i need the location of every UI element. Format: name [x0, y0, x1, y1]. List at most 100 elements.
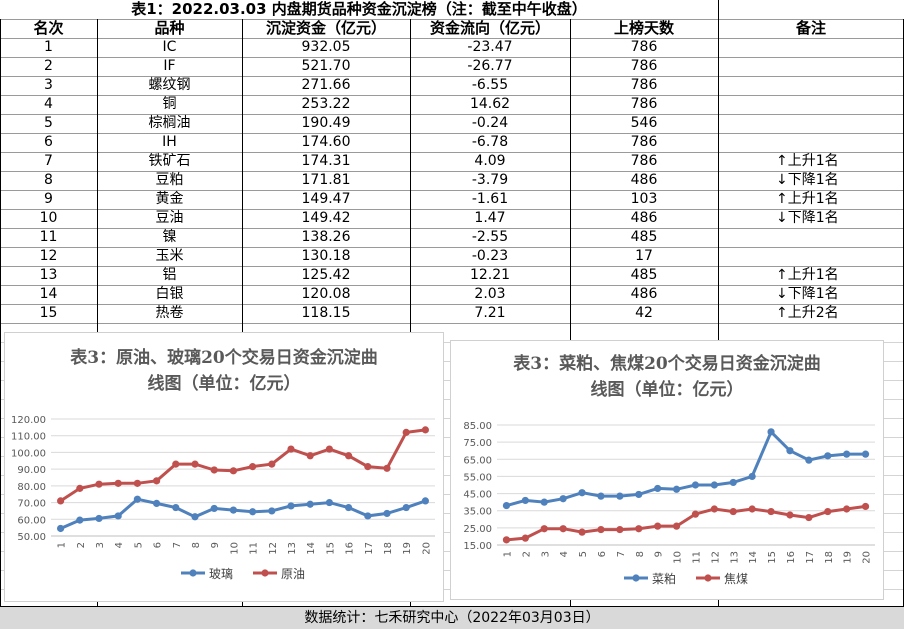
- x-tick-label: 3: [95, 542, 106, 548]
- y-tick-label: 110.00: [11, 432, 46, 443]
- table-cell: 521.70: [301, 58, 351, 74]
- table-cell: 103: [630, 191, 658, 207]
- table-cell: -6.55: [471, 77, 509, 93]
- table-cell: -1.61: [471, 191, 509, 207]
- series-marker: [325, 498, 333, 507]
- y-tick-label: 65.00: [463, 455, 492, 466]
- legend-swatch-marker: [189, 569, 197, 577]
- table-cell: 3: [44, 77, 53, 93]
- series-marker: [268, 460, 276, 468]
- table-header-cell: 沉淀资金（亿元）: [265, 19, 386, 37]
- series-marker: [114, 479, 122, 487]
- series-marker: [153, 477, 161, 485]
- x-tick-label: 6: [153, 542, 164, 548]
- table-gridline: [0, 76, 904, 77]
- x-tick-label: 13: [729, 551, 740, 564]
- table-cell: 138.26: [301, 229, 351, 245]
- table-cell: 热卷: [155, 305, 184, 321]
- table-cell: -23.47: [467, 39, 513, 55]
- series-marker: [191, 460, 199, 468]
- table-cell: 黄金: [155, 191, 184, 207]
- x-tick-label: 1: [57, 542, 68, 548]
- table-cell: 10: [39, 210, 58, 226]
- table-gridline: [0, 304, 904, 305]
- series-marker: [191, 513, 199, 521]
- table-gridline: [0, 171, 904, 172]
- chart-title-line2: 线图（单位：亿元）: [590, 380, 744, 400]
- table-cell: 1: [44, 39, 53, 55]
- x-tick-label: 4: [559, 551, 570, 557]
- x-tick-label: 10: [673, 551, 684, 564]
- series-marker: [95, 480, 103, 488]
- x-tick-label: 4: [114, 542, 125, 548]
- table-cell: 486: [630, 210, 658, 226]
- table-cell: 786: [630, 77, 658, 93]
- x-tick-label: 16: [786, 551, 797, 564]
- table-gridline: [0, 95, 904, 96]
- x-tick-label: 12: [710, 551, 721, 564]
- table-cell: 9: [44, 191, 53, 207]
- y-tick-label: 45.00: [463, 490, 492, 501]
- table-cell: 棕榈油: [148, 115, 191, 131]
- table-cell: 铜: [162, 96, 177, 112]
- table-column-line: [0, 19, 1, 606]
- table-gridline: [0, 247, 904, 248]
- chart-title-line2: 线图（单位：亿元）: [147, 374, 301, 394]
- series-marker: [325, 445, 333, 453]
- table-cell: ↓下降1名: [776, 210, 839, 226]
- series-marker: [172, 503, 180, 512]
- y-tick-label: 100.00: [11, 448, 46, 459]
- chart-title-line1: 表3：原油、玻璃20个交易日资金沉淀曲: [70, 348, 378, 368]
- table-cell: ↓下降1名: [776, 286, 839, 302]
- table-cell: 786: [630, 96, 658, 112]
- table-cell: 2.03: [474, 286, 506, 302]
- table-gridline: [0, 38, 904, 39]
- series-marker: [57, 497, 65, 505]
- table-cell: 120.08: [301, 286, 351, 302]
- table-cell: 螺纹钢: [148, 77, 191, 93]
- table-cell: 4.09: [474, 153, 506, 169]
- table-cell: 4: [44, 96, 53, 112]
- table-cell: 190.49: [301, 115, 351, 131]
- x-tick-label: 18: [824, 551, 835, 564]
- series-marker: [654, 484, 662, 493]
- y-tick-label: 75.00: [463, 438, 492, 449]
- table-cell: 14: [39, 286, 58, 302]
- table-header-cell: 品种: [154, 19, 185, 37]
- table-cell: 271.66: [301, 77, 351, 93]
- series-marker: [306, 452, 314, 460]
- table-cell: -26.77: [467, 58, 513, 74]
- series-marker: [691, 510, 700, 518]
- table-cell: ↓下降1名: [776, 172, 839, 188]
- chart-title-line1: 表3：菜粕、焦煤20个交易日资金沉淀曲: [513, 354, 821, 374]
- table-cell: ↑上升1名: [776, 153, 839, 169]
- table-cell: 786: [630, 39, 658, 55]
- series-marker: [672, 485, 681, 493]
- series-marker: [364, 463, 372, 471]
- series-marker: [287, 445, 295, 453]
- series-marker: [805, 513, 813, 522]
- table-cell: IH: [162, 134, 177, 150]
- y-tick-label: 80.00: [17, 482, 46, 493]
- table-gridline: [0, 323, 904, 324]
- table-header-cell: 上榜天数: [613, 19, 674, 37]
- table-cell: 5: [44, 115, 53, 131]
- series-marker: [345, 452, 353, 460]
- series-marker: [364, 512, 372, 520]
- table-gridline: [0, 114, 904, 115]
- table-cell: 2: [44, 58, 53, 74]
- table-header-cell: 资金流向（亿元）: [429, 19, 550, 37]
- series-marker: [559, 525, 567, 533]
- table-cell: IF: [163, 58, 176, 74]
- table-cell: ↑上升2名: [776, 305, 839, 321]
- series-marker: [153, 499, 161, 508]
- table-cell: 6: [44, 134, 53, 150]
- series-marker: [172, 460, 180, 468]
- legend-label: 原油: [281, 567, 305, 581]
- y-tick-label: 25.00: [463, 524, 492, 535]
- x-tick-label: 5: [133, 542, 144, 548]
- table-cell: 253.22: [301, 96, 351, 112]
- table-cell: 8: [44, 172, 53, 188]
- series-marker: [654, 522, 662, 530]
- chart-crude-glass: 表3：原油、玻璃20个交易日资金沉淀曲 线图（单位：亿元） 50.00 60.00…: [4, 332, 444, 602]
